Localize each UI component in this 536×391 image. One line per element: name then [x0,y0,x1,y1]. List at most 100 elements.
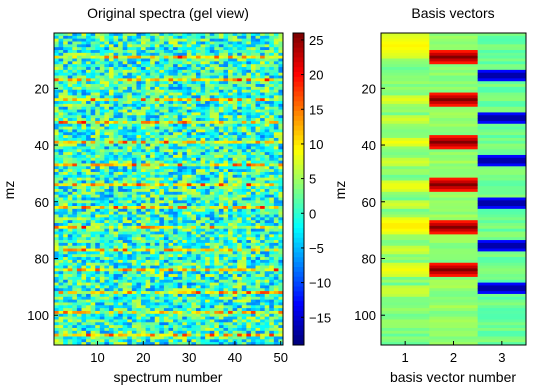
gel-view-cell [260,237,266,241]
gel-view-cell [67,308,73,312]
gel-view-cell [168,118,174,122]
gel-view-cell [150,166,156,170]
gel-view-cell [136,169,142,173]
gel-view-cell [273,58,279,62]
gel-view-cell [168,169,174,173]
gel-view-cell [81,75,87,79]
gel-view-cell [232,33,238,37]
gel-view-cell [186,225,192,230]
gel-view-cell [159,106,165,110]
gel-view-cell [186,109,192,113]
gel-view-cell [168,58,174,62]
gel-view-cell [200,98,206,102]
gel-view-cell [95,132,101,136]
gel-view-cell [209,38,215,42]
gel-view-cell [168,126,174,130]
gel-view-cell [228,220,234,224]
gel-view-cell [228,282,234,286]
gel-view-cell [250,206,256,210]
gel-view-cell [72,98,78,102]
gel-view-cell [118,177,124,181]
gel-view-cell [191,69,197,74]
gel-view-cell [182,35,188,40]
gel-view-cell [86,123,92,127]
gel-view-cell [223,231,229,235]
gel-view-cell [278,41,284,45]
gel-view-cell [63,166,69,170]
gel-view-cell [223,214,229,218]
gel-view-cell [108,160,114,164]
gel-view-cell [182,197,188,201]
gel-view-cell [228,86,234,91]
gel-view-cell [58,120,64,125]
gel-view-cell [154,183,160,187]
gel-view-cell [113,211,119,215]
gel-view-cell [150,154,156,159]
gel-view-cell [136,293,142,298]
gel-view-cell [269,268,275,272]
gel-view-cell [108,296,114,301]
gel-view-cell [72,288,78,292]
gel-view-cell [72,194,78,198]
gel-view-cell [72,86,78,91]
gel-view-cell [264,103,270,108]
gel-view-cell [264,310,270,315]
gel-view-cell [86,157,92,162]
gel-view-cell [260,33,266,37]
gel-view-cell [118,251,124,255]
gel-view-cell [90,44,96,48]
gel-view-cell [168,183,174,187]
gel-view-cell [241,180,247,184]
gel-view-cell [232,120,238,125]
gel-view-cell [232,101,238,105]
gel-view-cell [223,296,229,301]
gel-view-cell [223,265,229,269]
gel-view-cell [54,101,59,105]
gel-view-cell [63,231,69,235]
gel-view-cell [67,64,73,68]
gel-view-cell [99,92,105,96]
gel-view-cell [173,242,179,247]
gel-view-cell [232,296,238,301]
gel-view-cell [150,206,156,210]
gel-view-cell [228,44,234,48]
gel-view-cell [246,211,252,215]
gel-view-cell [113,231,119,235]
gel-view-cell [177,78,183,82]
gel-view-cell [136,86,142,91]
gel-view-cell [81,197,87,201]
gel-view-cell [113,262,119,266]
gel-view-cell [168,143,174,147]
gel-view-cell [127,231,133,235]
gel-view-cell [136,214,142,218]
gel-view-cell [246,69,252,74]
gel-view-cell [177,299,183,303]
gel-view-cell [250,183,256,187]
gel-view-cell [54,123,59,127]
gel-view-cell [250,174,256,179]
gel-view-cell [168,214,174,218]
gel-view-cell [127,248,133,252]
gel-view-cell [136,120,142,125]
gel-view-cell [150,285,156,289]
gel-view-cell [81,206,87,210]
gel-view-cell [99,305,105,309]
gel-view-cell [104,186,110,190]
gel-view-cell [72,200,78,204]
gel-view-cell [108,103,114,108]
gel-view-cell [214,101,220,105]
gel-view-cell [67,293,73,298]
gel-view-cell [141,231,146,235]
gel-view-cell [86,112,92,116]
gel-view-cell [200,225,206,230]
gel-view-cell [145,152,151,156]
gel-view-cell [63,33,69,37]
gel-view-cell [195,223,201,227]
gel-view-cell [200,101,206,105]
gel-view-cell [218,291,224,295]
gel-view-cell [232,157,238,162]
gel-view-cell [159,163,165,167]
gel-view-cell [58,132,64,136]
gel-view-cell [205,174,211,179]
gel-view-cell [173,140,179,145]
